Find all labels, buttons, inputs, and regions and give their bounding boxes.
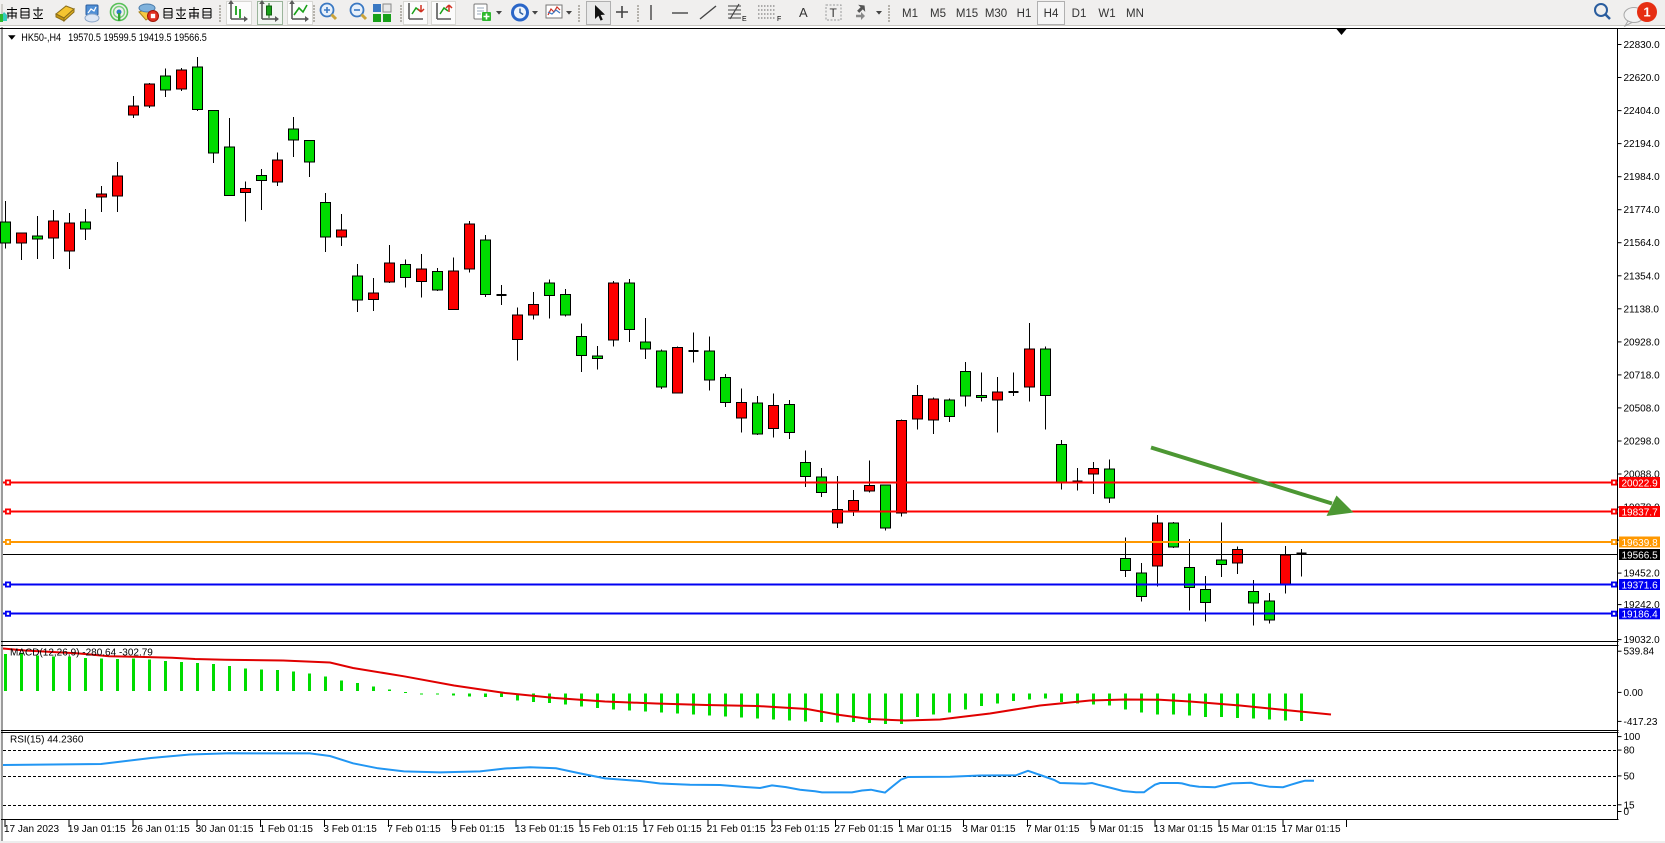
svg-text:7 Mar 01:15: 7 Mar 01:15 [1026, 824, 1080, 835]
svg-text:19032.0: 19032.0 [1624, 635, 1661, 646]
svg-text:-417.23: -417.23 [1624, 717, 1658, 728]
svg-text:15 Feb 01:15: 15 Feb 01:15 [579, 824, 638, 835]
svg-text:F: F [777, 16, 781, 23]
svg-text:1 Feb 01:15: 1 Feb 01:15 [260, 824, 314, 835]
svg-text:21138.0: 21138.0 [1624, 304, 1660, 315]
svg-text:13 Mar 01:15: 13 Mar 01:15 [1154, 824, 1213, 835]
svg-text:20022.9: 20022.9 [1622, 478, 1659, 489]
svg-text:22194.0: 22194.0 [1624, 139, 1661, 150]
svg-text:D1: D1 [1072, 8, 1087, 20]
svg-text:21 Feb 01:15: 21 Feb 01:15 [707, 824, 766, 835]
svg-text:MACD(12,26,9) -280.64 -302.79: MACD(12,26,9) -280.64 -302.79 [10, 648, 153, 659]
svg-text:A: A [799, 5, 808, 20]
svg-text:MN: MN [1126, 8, 1144, 20]
svg-text:21564.0: 21564.0 [1624, 238, 1661, 249]
svg-text:3 Mar 01:15: 3 Mar 01:15 [962, 824, 1016, 835]
svg-text:21354.0: 21354.0 [1624, 271, 1661, 282]
svg-text:19837.7: 19837.7 [1622, 507, 1659, 518]
svg-text:0: 0 [1624, 807, 1630, 818]
svg-text:50: 50 [1624, 771, 1636, 782]
svg-text:15: 15 [1624, 800, 1636, 811]
svg-text:23 Feb 01:15: 23 Feb 01:15 [771, 824, 830, 835]
svg-text:H4: H4 [1044, 8, 1059, 20]
svg-text:9 Feb 01:15: 9 Feb 01:15 [451, 824, 505, 835]
svg-text:M1: M1 [902, 8, 918, 20]
svg-text:19639.8: 19639.8 [1622, 538, 1659, 549]
svg-text:19452.0: 19452.0 [1624, 569, 1661, 580]
svg-text:RSI(15) 44.2360: RSI(15) 44.2360 [10, 735, 84, 746]
svg-text:0.00: 0.00 [1624, 688, 1644, 699]
svg-text:22620.0: 22620.0 [1624, 73, 1661, 84]
svg-text:1: 1 [1643, 5, 1650, 20]
svg-text:20088.0: 20088.0 [1624, 470, 1661, 481]
svg-text:21984.0: 21984.0 [1624, 172, 1661, 183]
svg-text:M30: M30 [985, 8, 1007, 20]
svg-text:19242.0: 19242.0 [1624, 600, 1661, 611]
svg-text:13 Feb 01:15: 13 Feb 01:15 [515, 824, 574, 835]
svg-text:3 Feb 01:15: 3 Feb 01:15 [323, 824, 377, 835]
svg-text:1 Mar 01:15: 1 Mar 01:15 [898, 824, 952, 835]
svg-text:21774.0: 21774.0 [1624, 205, 1661, 216]
svg-text:19186.4: 19186.4 [1622, 610, 1659, 621]
svg-text:17 Mar 01:15: 17 Mar 01:15 [1282, 824, 1341, 835]
svg-text:27 Feb 01:15: 27 Feb 01:15 [834, 824, 893, 835]
svg-text:20298.0: 20298.0 [1624, 437, 1661, 448]
svg-text:T: T [830, 6, 838, 20]
svg-text:20718.0: 20718.0 [1624, 370, 1661, 381]
svg-text:17 Feb 01:15: 17 Feb 01:15 [643, 824, 702, 835]
svg-text:9 Mar 01:15: 9 Mar 01:15 [1090, 824, 1144, 835]
svg-text:20508.0: 20508.0 [1624, 403, 1661, 414]
svg-text:19371.6: 19371.6 [1622, 580, 1659, 591]
svg-text:19 Jan 01:15: 19 Jan 01:15 [68, 824, 126, 835]
svg-text:100: 100 [1624, 732, 1641, 743]
svg-text:E: E [742, 16, 747, 23]
svg-text:H1: H1 [1017, 8, 1032, 20]
svg-text:22830.0: 22830.0 [1624, 40, 1661, 51]
svg-text:80: 80 [1624, 746, 1636, 757]
svg-text:30 Jan 01:15: 30 Jan 01:15 [196, 824, 254, 835]
svg-text:HK50-,H4 19570.5 19599.5 1941: HK50-,H4 19570.5 19599.5 19419.5 19566.5 [21, 32, 207, 44]
svg-text:15 Mar 01:15: 15 Mar 01:15 [1218, 824, 1277, 835]
svg-text:539.84: 539.84 [1624, 647, 1655, 658]
svg-text:26 Jan 01:15: 26 Jan 01:15 [132, 824, 190, 835]
svg-text:M15: M15 [956, 8, 978, 20]
svg-text:17 Jan 2023: 17 Jan 2023 [4, 824, 59, 835]
svg-text:7 Feb 01:15: 7 Feb 01:15 [387, 824, 441, 835]
svg-text:20928.0: 20928.0 [1624, 337, 1661, 348]
svg-text:M5: M5 [930, 8, 946, 20]
svg-text:19566.5: 19566.5 [1622, 550, 1659, 561]
svg-text:22404.0: 22404.0 [1624, 106, 1661, 117]
svg-text:W1: W1 [1098, 8, 1115, 20]
